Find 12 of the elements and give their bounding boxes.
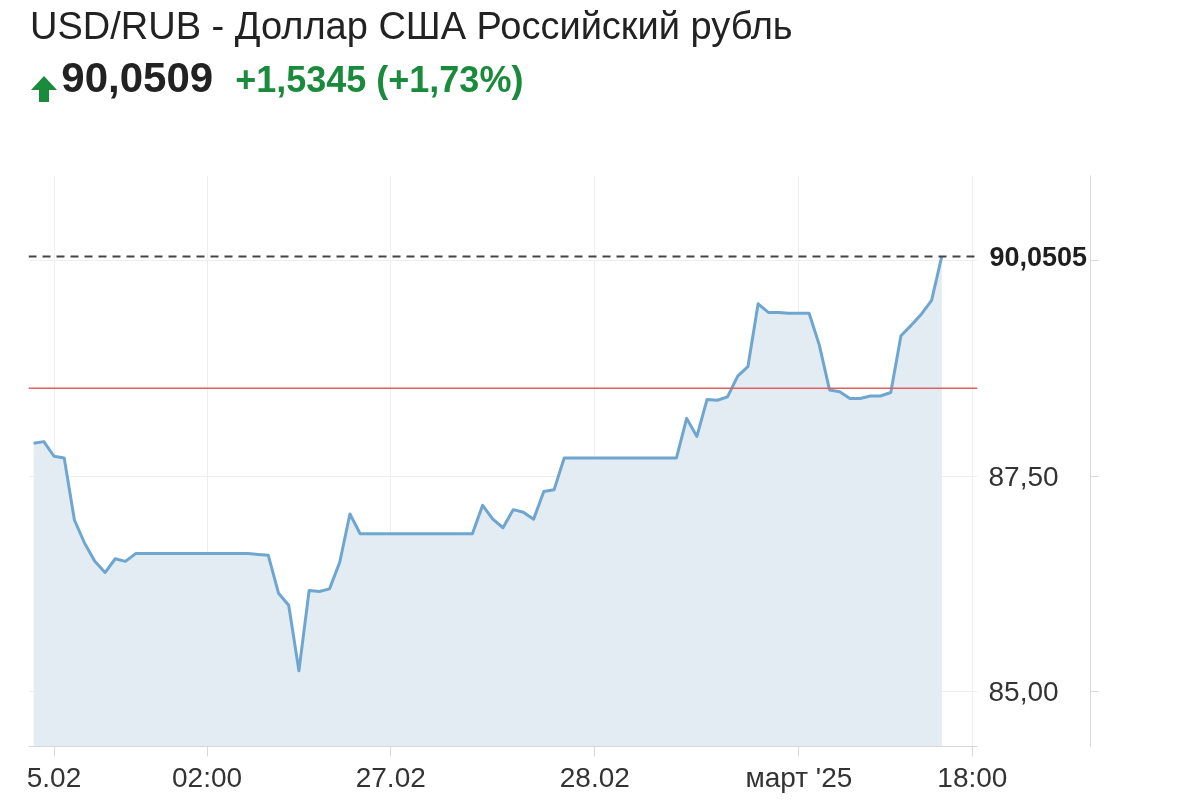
x-tick-label: 5.02 (26, 761, 82, 793)
y-tick-label: 87,50 (988, 460, 1059, 492)
x-tick-label: 02:00 (172, 761, 243, 793)
x-tick-label: 18:00 (937, 761, 1008, 793)
ref-line-label: 90,0505 (989, 241, 1088, 272)
text: +1,5345 (+1,73%) (235, 59, 524, 100)
x-tick-label: март '25 (745, 761, 853, 793)
y-tick-label: 85,00 (988, 675, 1059, 707)
chart-subtitle: 90,0509 (61, 54, 214, 101)
x-tick-label: 28.02 (559, 761, 630, 793)
x-tick-label: 27.02 (355, 761, 426, 793)
chart-title: USD/RUB - Доллар США Российский рубль (30, 5, 793, 48)
